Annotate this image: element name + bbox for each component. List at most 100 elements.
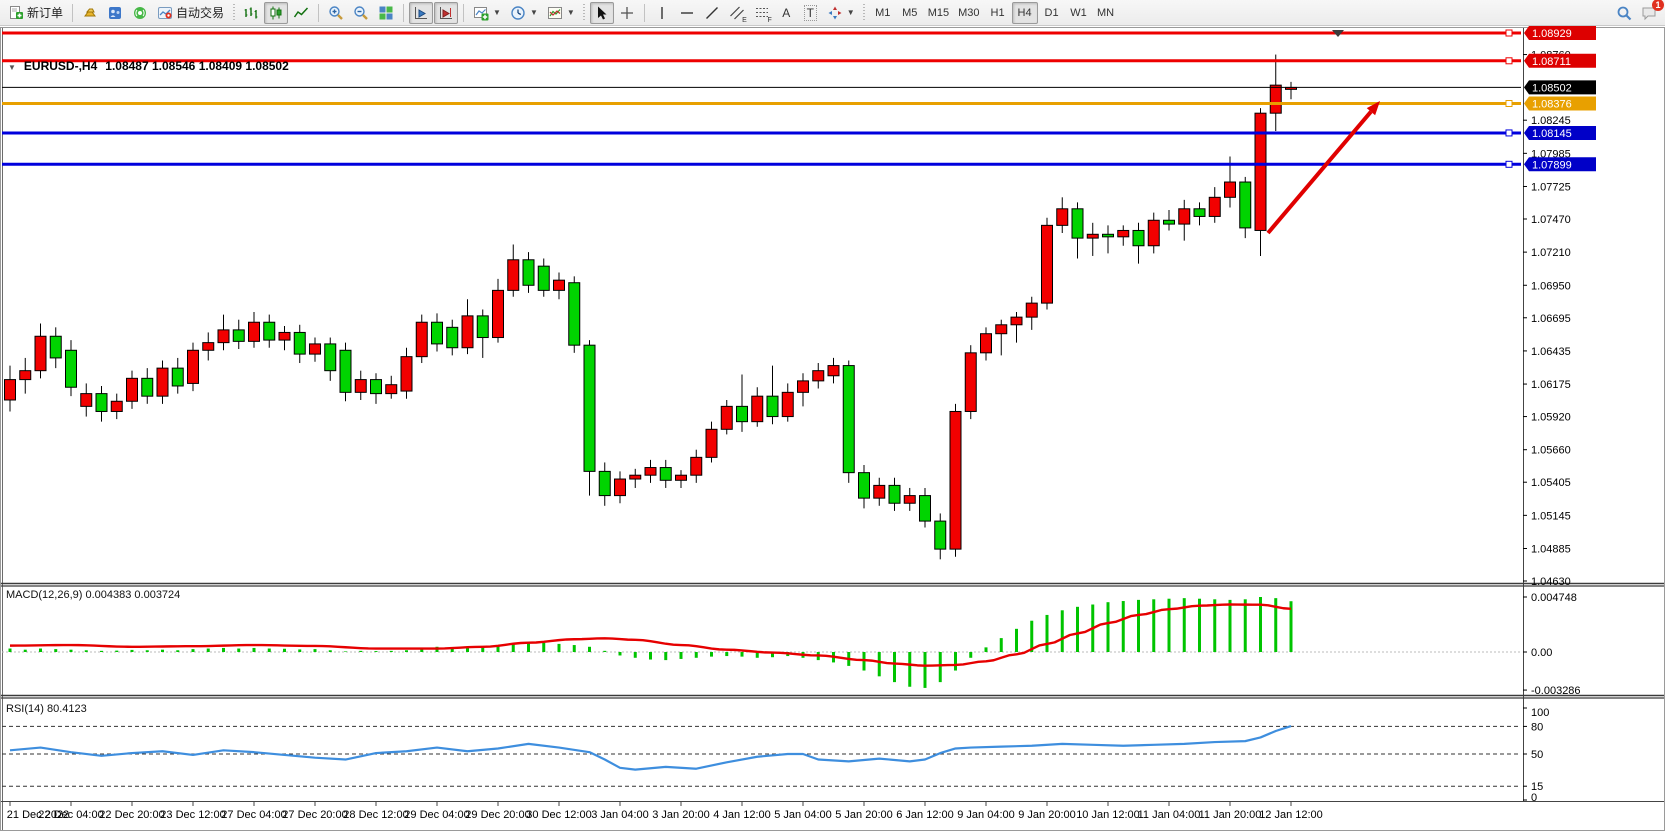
- arrow-annotation[interactable]: [1266, 110, 1373, 235]
- rsi-tick-label: 80: [1531, 721, 1543, 733]
- toolbar-separator: [231, 3, 237, 22]
- chart-shift-marker[interactable]: [1332, 30, 1344, 37]
- line-handle[interactable]: [1505, 160, 1513, 168]
- time-axis-label: 28 Dec 12:00: [343, 809, 408, 821]
- equidistant-channel-button[interactable]: E: [725, 2, 749, 24]
- time-axis-label: 3 Jan 04:00: [591, 809, 649, 821]
- price-tick-label: 1.08245: [1531, 115, 1571, 127]
- bar-chart-button[interactable]: [239, 2, 263, 24]
- time-axis-label: 6 Jan 12:00: [896, 809, 954, 821]
- templates-dropdown-icon[interactable]: ▼: [566, 8, 575, 17]
- candle: [812, 363, 825, 389]
- crosshair-button[interactable]: [615, 2, 639, 24]
- price-tag-1.07899: 1.07899: [1524, 157, 1596, 172]
- candle: [720, 399, 733, 435]
- candle: [293, 324, 306, 364]
- chart-title-bar: ▼ EURUSD-,H4 1.08487 1.08546 1.08409 1.0…: [8, 59, 289, 73]
- navigator-button[interactable]: [128, 2, 152, 24]
- new-order-button[interactable]: 新订单: [4, 2, 67, 24]
- candle: [629, 468, 642, 488]
- candle: [873, 477, 886, 506]
- timeframe-m1-button[interactable]: M1: [875, 6, 891, 19]
- zoom-in-button[interactable]: [324, 2, 348, 24]
- timeframe-h1-button[interactable]: H1: [990, 6, 1005, 19]
- toolbar-group-3: [324, 2, 398, 24]
- candle-chart-button[interactable]: [264, 1, 289, 24]
- svg-text:1.08145: 1.08145: [1532, 128, 1572, 140]
- timeframe-mn-button[interactable]: MN: [1096, 6, 1115, 19]
- line-chart-button[interactable]: [289, 2, 313, 24]
- data-window-icon: [107, 5, 123, 21]
- indicators-dropdown-icon[interactable]: ▼: [493, 8, 501, 17]
- periods-button[interactable]: ▼: [506, 2, 542, 24]
- timeframe-m5-button[interactable]: M5: [902, 6, 918, 19]
- text-label-button[interactable]: T: [799, 2, 822, 24]
- toolbar-separator: [861, 3, 867, 22]
- templates-button[interactable]: ▼: [543, 2, 579, 24]
- chart-window[interactable]: 1.087601.082451.079851.077251.074701.072…: [0, 26, 1665, 832]
- cursor-button[interactable]: [589, 1, 614, 24]
- cursor-icon: [594, 5, 610, 21]
- candle: [385, 375, 398, 399]
- periods-dropdown-icon[interactable]: ▼: [529, 8, 538, 17]
- fibonacci-button[interactable]: F: [750, 2, 774, 24]
- autotrading-button[interactable]: 自动交易: [153, 2, 228, 24]
- candle: [507, 244, 520, 297]
- collapse-triangle-icon[interactable]: ▼: [8, 63, 16, 72]
- candle: [797, 373, 809, 407]
- timeframe-m30-button[interactable]: M30: [958, 6, 980, 19]
- toolbar-group-4: [409, 1, 459, 24]
- candle: [1102, 225, 1114, 254]
- vertical-line-button[interactable]: [650, 2, 674, 24]
- chart-symbol-period: EURUSD-,H4: [23, 59, 98, 73]
- notification-badge: 1: [1652, 0, 1664, 11]
- data-window-button[interactable]: [103, 2, 127, 24]
- rsi-tick-label: 15: [1531, 781, 1543, 793]
- candle: [903, 487, 916, 511]
- candle: [1163, 210, 1175, 231]
- auto-scroll-button[interactable]: [409, 1, 434, 24]
- line-handle[interactable]: [1505, 57, 1513, 65]
- chart-shift-icon: [438, 5, 454, 21]
- notifications-button[interactable]: 1: [1637, 0, 1664, 24]
- chart-window-border: [0, 27, 1665, 831]
- line-handle[interactable]: [1505, 99, 1513, 107]
- market-watch-button[interactable]: [78, 2, 102, 24]
- time-axis-label: 10 Jan 12:00: [1076, 809, 1140, 821]
- tile-windows-icon: [378, 5, 394, 21]
- timeframe-h4-button[interactable]: H4: [1011, 1, 1038, 24]
- search-button[interactable]: [1612, 2, 1636, 24]
- timeframe-w1-button[interactable]: W1: [1070, 6, 1087, 19]
- arrows-dropdown-icon[interactable]: ▼: [846, 8, 855, 17]
- zoom-in-icon: [328, 5, 344, 21]
- arrows-button[interactable]: ▼: [823, 2, 859, 24]
- candle: [263, 314, 276, 348]
- candle: [446, 319, 459, 356]
- trendline-button[interactable]: [700, 2, 724, 24]
- timeframe-m15-button[interactable]: M15: [927, 6, 950, 19]
- timeframe-d1-button[interactable]: D1: [1044, 6, 1059, 19]
- indicators-button[interactable]: ▼: [469, 2, 505, 24]
- text-button[interactable]: A: [775, 2, 798, 24]
- chart-canvas[interactable]: 1.087601.082451.079851.077251.074701.072…: [0, 26, 1665, 832]
- vertical-line-icon: [654, 5, 670, 21]
- candle: [598, 462, 611, 506]
- horizontal-line-button[interactable]: [675, 2, 699, 24]
- chart-shift-button[interactable]: [434, 1, 459, 24]
- line-handle[interactable]: [1505, 29, 1513, 37]
- tile-windows-button[interactable]: [374, 2, 398, 24]
- macd-tick-label: -0.003286: [1531, 685, 1581, 697]
- zoom-out-button[interactable]: [349, 2, 373, 24]
- price-tick-label: 1.07725: [1531, 181, 1571, 193]
- candle: [461, 299, 474, 355]
- line-handle[interactable]: [1505, 129, 1513, 137]
- autotrading-label: 自动交易: [176, 6, 225, 20]
- rsi-line: [9, 724, 1292, 771]
- arrow-annotation-head: [1366, 101, 1380, 116]
- price-tick-label: 1.05660: [1531, 445, 1571, 457]
- main-toolbar: 新订单 自动交易 ▼ ▼ ▼ E F A T ▼ M1 M5 M15 M30 H1 H4 D1 W1 MN 1: [0, 0, 1665, 26]
- candle: [980, 327, 992, 361]
- text-icon: A: [782, 5, 791, 20]
- toolbar-separator: [72, 3, 74, 22]
- candle: [934, 513, 947, 560]
